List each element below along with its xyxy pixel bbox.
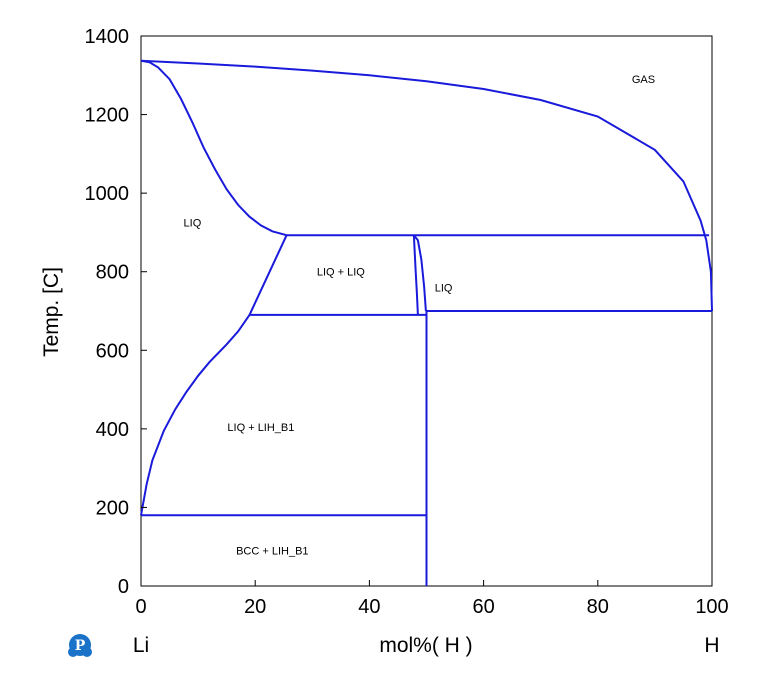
phase-region-label: LIQ <box>184 218 202 230</box>
phase-region-label: LIQ + LIH_B1 <box>227 422 294 434</box>
x-tick-label: 60 <box>472 596 494 618</box>
x-tick-label: 20 <box>244 596 266 618</box>
phase-region-label: LIQ <box>435 282 453 294</box>
y-tick-label: 1400 <box>85 26 130 48</box>
x-tick-label: 0 <box>135 596 146 618</box>
x-axis: 0 20 40 60 80 100 <box>135 580 729 618</box>
y-tick-label: 1000 <box>85 183 130 205</box>
right-component-label: H <box>704 634 719 657</box>
phase-boundary-line <box>412 235 419 315</box>
phase-boundary-line <box>248 234 288 316</box>
y-tick-label: 400 <box>96 419 129 441</box>
phase-region-label: LIQ + LIQ <box>317 267 365 279</box>
x-tick-label: 40 <box>358 596 380 618</box>
y-tick-label: 1200 <box>85 105 130 127</box>
svg-text:P: P <box>75 638 86 654</box>
y-axis: 0 200 400 600 800 1000 1200 1400 <box>85 26 147 598</box>
phase-boundary-line <box>140 59 287 237</box>
y-tick-label: 0 <box>118 576 129 598</box>
phase-region-label: BCC + LIH_B1 <box>236 546 308 558</box>
y-tick-label: 600 <box>96 340 129 362</box>
phase-region-labels: GAS LIQ LIQ + LIQ LIQ LIQ + LIH_B1 BCC + LIH_… <box>184 74 656 557</box>
pandat-logo-icon: P <box>68 634 92 657</box>
y-axis-title: Temp. [C] <box>40 267 63 357</box>
phase-boundary-line <box>413 234 427 312</box>
x-tick-label: 80 <box>587 596 609 618</box>
phase-boundary-line <box>140 314 251 516</box>
y-tick-label: 800 <box>96 262 129 284</box>
x-tick-label: 100 <box>695 596 728 618</box>
phase-boundaries <box>140 59 713 586</box>
phase-region-label: GAS <box>632 74 655 86</box>
y-tick-label: 200 <box>96 497 129 519</box>
phase-boundary-line <box>140 59 713 312</box>
x-axis-title: mol%( H ) <box>379 634 472 657</box>
left-component-label: Li <box>133 634 149 657</box>
